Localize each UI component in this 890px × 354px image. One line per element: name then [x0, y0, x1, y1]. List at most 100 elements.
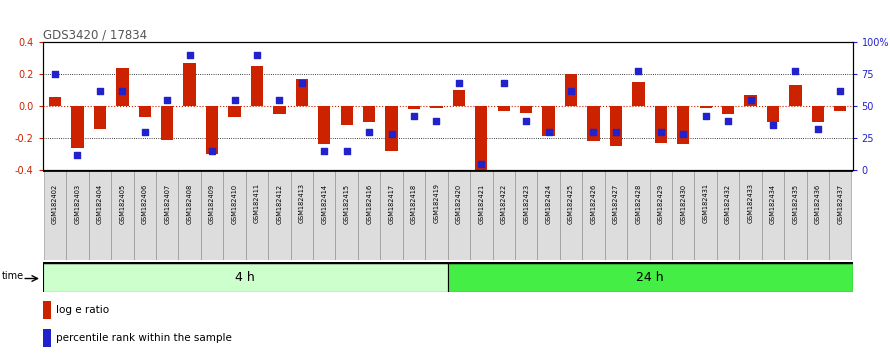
Text: time: time — [2, 270, 24, 280]
Bar — [650, 170, 672, 260]
Bar — [604, 170, 627, 260]
Point — [250, 52, 264, 58]
Text: GSM182409: GSM182409 — [209, 183, 215, 224]
Point — [272, 97, 287, 103]
Point — [743, 97, 757, 103]
Point — [70, 152, 85, 158]
Point — [564, 88, 578, 94]
Text: GSM182417: GSM182417 — [389, 183, 394, 224]
Point — [93, 88, 107, 94]
Bar — [43, 262, 448, 292]
Text: GSM182411: GSM182411 — [254, 183, 260, 223]
Bar — [789, 85, 802, 106]
Point — [474, 161, 489, 166]
Point — [811, 126, 825, 132]
Bar — [694, 170, 716, 260]
Bar — [538, 170, 560, 260]
Bar — [812, 106, 824, 122]
Point — [115, 88, 129, 94]
Bar — [632, 82, 644, 106]
Point — [609, 129, 623, 135]
Point — [182, 52, 197, 58]
Text: GSM182430: GSM182430 — [680, 183, 686, 224]
Bar — [560, 170, 582, 260]
Bar — [117, 68, 128, 106]
Bar — [93, 106, 106, 129]
Bar — [179, 170, 201, 260]
Bar — [161, 106, 174, 139]
Bar — [408, 106, 420, 109]
Text: GSM182414: GSM182414 — [321, 183, 328, 224]
Bar — [515, 170, 538, 260]
Bar — [49, 97, 61, 106]
Point — [407, 114, 421, 119]
Text: GSM182431: GSM182431 — [703, 183, 708, 223]
Bar — [543, 106, 554, 136]
Bar — [587, 106, 600, 141]
Bar — [784, 170, 806, 260]
Text: GSM182413: GSM182413 — [299, 183, 305, 223]
Bar — [229, 106, 240, 118]
Point — [789, 68, 803, 73]
Point — [317, 148, 331, 154]
Bar — [380, 170, 403, 260]
Bar — [425, 170, 448, 260]
Bar — [582, 170, 604, 260]
Text: GSM182415: GSM182415 — [344, 183, 350, 224]
Point — [362, 129, 376, 135]
Point — [452, 80, 466, 86]
Bar — [448, 262, 853, 292]
Bar — [385, 106, 398, 151]
Text: GSM182425: GSM182425 — [568, 183, 574, 224]
Text: GSM182410: GSM182410 — [231, 183, 238, 224]
Bar — [403, 170, 425, 260]
Point — [295, 80, 309, 86]
Text: GSM182421: GSM182421 — [478, 183, 484, 224]
Point — [384, 131, 399, 137]
Bar — [475, 106, 488, 170]
Bar — [716, 170, 740, 260]
Point — [653, 129, 668, 135]
Bar — [201, 170, 223, 260]
Text: GSM182424: GSM182424 — [546, 183, 552, 224]
Bar — [448, 170, 470, 260]
Text: GSM182429: GSM182429 — [658, 183, 664, 224]
Point — [676, 131, 691, 137]
Text: GSM182406: GSM182406 — [142, 183, 148, 224]
Point — [766, 122, 781, 128]
Text: GSM182412: GSM182412 — [277, 183, 282, 224]
Point — [160, 97, 174, 103]
Bar — [246, 170, 268, 260]
Bar — [672, 170, 694, 260]
Bar — [655, 106, 667, 143]
Text: GSM182436: GSM182436 — [815, 183, 821, 224]
Bar — [251, 67, 263, 106]
Point — [497, 80, 511, 86]
Bar — [206, 106, 218, 154]
Bar — [762, 170, 784, 260]
Point — [833, 88, 847, 94]
Point — [721, 119, 735, 124]
Bar — [492, 170, 515, 260]
Text: GSM182404: GSM182404 — [97, 183, 103, 224]
Text: GSM182418: GSM182418 — [411, 183, 417, 224]
Text: 4 h: 4 h — [235, 270, 255, 284]
Text: 24 h: 24 h — [636, 270, 664, 284]
Bar — [358, 170, 380, 260]
Bar — [273, 106, 286, 114]
Text: percentile rank within the sample: percentile rank within the sample — [56, 333, 232, 343]
Bar — [341, 106, 352, 125]
Bar — [834, 106, 846, 111]
Bar — [313, 170, 336, 260]
Text: GSM182427: GSM182427 — [613, 183, 619, 224]
Bar — [767, 106, 779, 122]
Bar — [66, 170, 89, 260]
Text: GSM182432: GSM182432 — [725, 183, 731, 224]
Bar — [268, 170, 291, 260]
Bar — [740, 170, 762, 260]
Point — [340, 148, 354, 154]
Text: GSM182435: GSM182435 — [792, 183, 798, 224]
Bar — [453, 90, 465, 106]
Bar — [43, 301, 51, 319]
Text: log e ratio: log e ratio — [56, 305, 109, 315]
